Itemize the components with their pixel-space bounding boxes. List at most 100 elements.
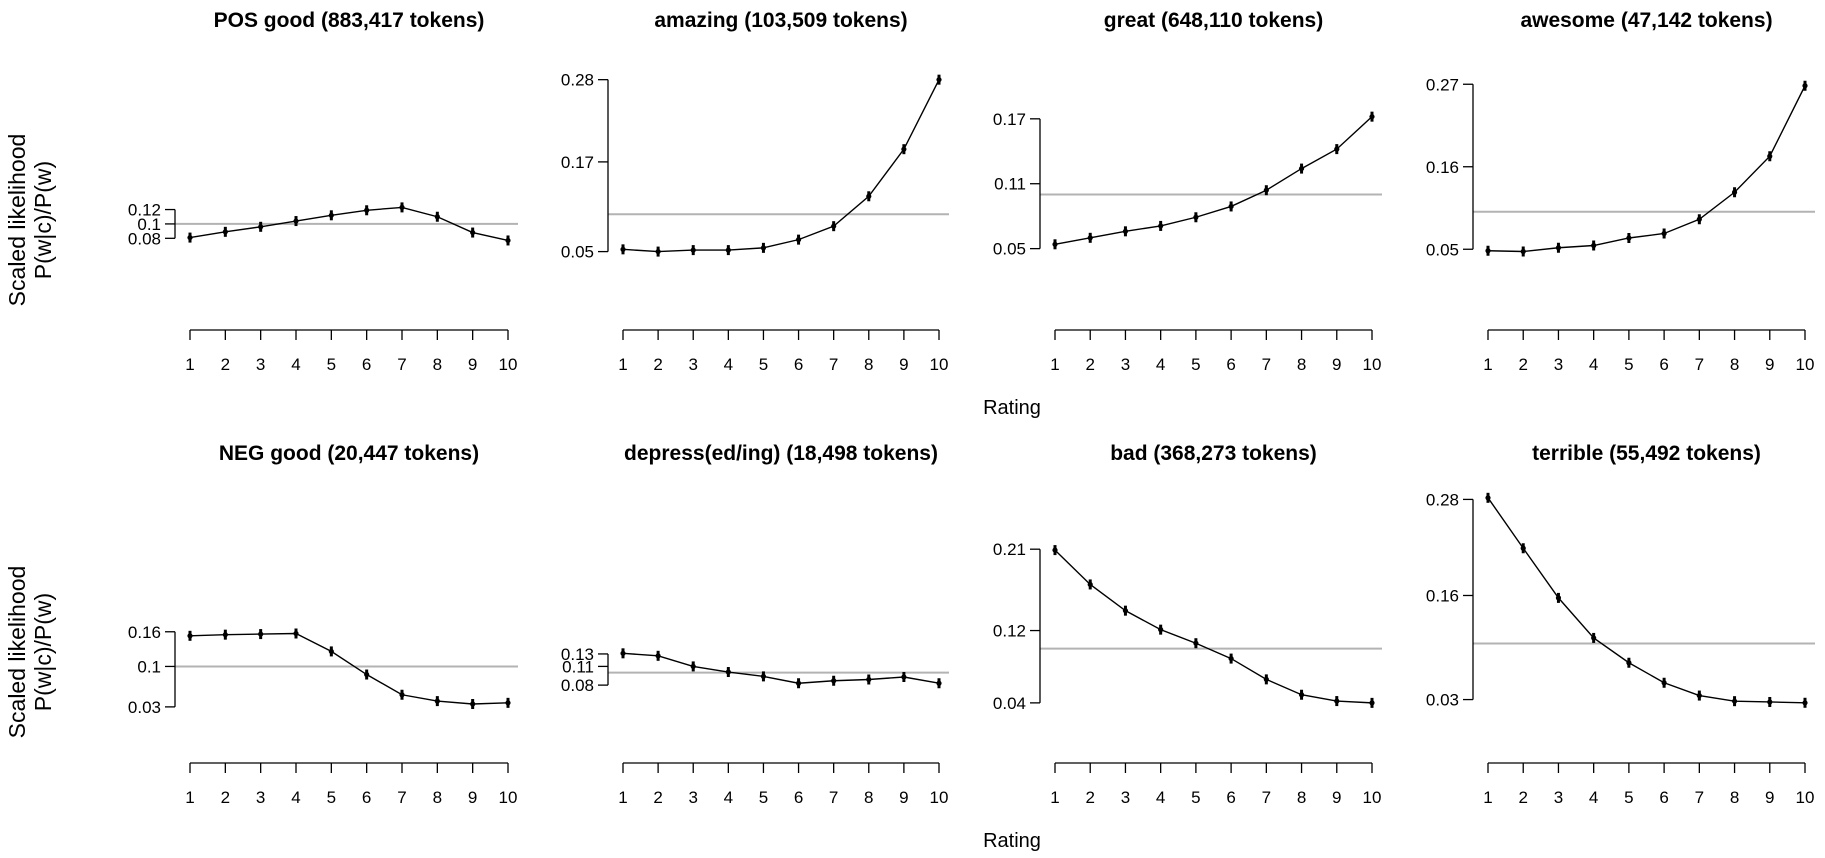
y-tick-label: 0.28 xyxy=(561,71,594,90)
x-tick-label: 5 xyxy=(1624,788,1633,807)
x-tick-label: 5 xyxy=(1191,788,1200,807)
x-tick-label: 7 xyxy=(1695,788,1704,807)
data-point xyxy=(1696,692,1702,699)
x-tick-label: 6 xyxy=(1226,788,1235,807)
y-tick-label: 0.11 xyxy=(562,657,594,676)
x-tick-label: 10 xyxy=(930,788,949,807)
y-axis-label-line1: Scaled likelihood xyxy=(4,565,30,739)
data-point xyxy=(258,631,264,637)
y-tick-label: 0.27 xyxy=(1426,75,1459,94)
y-tick-label: 0.16 xyxy=(1426,586,1459,605)
data-point xyxy=(760,245,767,251)
data-point xyxy=(831,678,837,684)
data-point xyxy=(936,77,942,83)
series-line xyxy=(622,652,940,684)
data-point xyxy=(1369,700,1375,706)
panel-title: bad (368,273 tokens) xyxy=(1110,442,1317,465)
data-point xyxy=(505,700,511,706)
x-tick-label: 8 xyxy=(433,788,442,807)
data-point xyxy=(1520,248,1526,255)
x-tick-label: 6 xyxy=(362,788,371,807)
data-point xyxy=(1334,698,1340,704)
series-line xyxy=(1487,497,1806,704)
y-axis-label-line2: P(w|c)/P(w) xyxy=(30,160,56,280)
data-point xyxy=(620,650,626,656)
data-point xyxy=(1731,698,1738,704)
y-tick-label: 0.05 xyxy=(993,240,1026,259)
x-tick-label: 10 xyxy=(1796,788,1815,807)
data-point xyxy=(328,648,334,655)
x-tick-label: 5 xyxy=(1624,355,1633,374)
y-tick-label: 0.05 xyxy=(1426,240,1459,259)
series-line xyxy=(622,79,940,253)
y-tick-label: 0.12 xyxy=(128,201,161,220)
data-point xyxy=(760,673,767,679)
x-tick-label: 10 xyxy=(1363,788,1382,807)
data-point xyxy=(866,193,872,199)
data-point xyxy=(1263,676,1269,682)
data-point xyxy=(1087,581,1093,588)
data-point xyxy=(434,698,440,704)
data-point xyxy=(293,630,299,637)
series-line xyxy=(1487,85,1806,253)
data-point xyxy=(1298,165,1305,172)
data-point xyxy=(901,146,907,152)
panel-title: NEG good (20,447 tokens) xyxy=(219,442,479,465)
panel-title: amazing (103,509 tokens) xyxy=(654,9,907,32)
data-point xyxy=(1696,216,1702,222)
data-point xyxy=(795,237,802,243)
x-tick-label: 9 xyxy=(468,788,477,807)
data-point xyxy=(364,207,370,213)
x-tick-label: 3 xyxy=(688,355,697,374)
x-tick-label: 1 xyxy=(618,355,627,374)
data-point xyxy=(470,229,476,236)
x-tick-label: 3 xyxy=(1121,355,1130,374)
series-line xyxy=(189,632,509,705)
x-tick-label: 4 xyxy=(724,788,733,807)
x-tick-label: 9 xyxy=(1765,788,1774,807)
x-tick-label: 4 xyxy=(1156,788,1165,807)
y-tick-label: 0.21 xyxy=(993,540,1026,559)
data-point xyxy=(901,674,907,680)
data-point xyxy=(1263,187,1269,193)
x-tick-label: 3 xyxy=(256,355,265,374)
x-tick-label: 6 xyxy=(1226,355,1235,374)
data-point xyxy=(1052,547,1058,553)
x-tick-label: 7 xyxy=(1262,788,1271,807)
x-tick-label: 7 xyxy=(397,788,406,807)
x-tick-label: 2 xyxy=(1085,355,1094,374)
panel-title: awesome (47,142 tokens) xyxy=(1520,9,1772,32)
x-tick-label: 8 xyxy=(1730,355,1739,374)
data-point xyxy=(1122,608,1129,614)
x-tick-label: 6 xyxy=(362,355,371,374)
x-tick-label: 1 xyxy=(185,788,194,807)
x-tick-label: 9 xyxy=(1332,788,1341,807)
x-tick-label: 3 xyxy=(1121,788,1130,807)
x-tick-label: 1 xyxy=(1483,355,1492,374)
data-point xyxy=(936,680,942,686)
x-tick-label: 5 xyxy=(1191,355,1200,374)
x-tick-label: 9 xyxy=(899,355,908,374)
x-tick-label: 9 xyxy=(468,355,477,374)
series-line xyxy=(189,206,509,242)
x-tick-label: 2 xyxy=(653,788,662,807)
y-tick-label: 0.08 xyxy=(561,676,594,695)
x-tick-label: 8 xyxy=(1730,788,1739,807)
data-point xyxy=(328,212,334,218)
data-point xyxy=(725,669,731,675)
data-point xyxy=(258,224,264,230)
x-tick-label: 8 xyxy=(1297,355,1306,374)
x-tick-label: 1 xyxy=(618,788,627,807)
x-tick-label: 7 xyxy=(1695,355,1704,374)
x-tick-label: 8 xyxy=(864,355,873,374)
panel-5: NEG good (20,447 tokens) 0.03 0.1 0.16 1 2 3 4 5… xyxy=(128,442,518,807)
data-point xyxy=(1802,700,1808,706)
data-point xyxy=(1193,640,1199,646)
x-tick-label: 8 xyxy=(1297,788,1306,807)
x-tick-label: 9 xyxy=(899,788,908,807)
data-point xyxy=(1661,680,1667,686)
x-tick-label: 6 xyxy=(1659,788,1668,807)
data-point xyxy=(1158,627,1164,633)
data-point xyxy=(655,653,661,659)
